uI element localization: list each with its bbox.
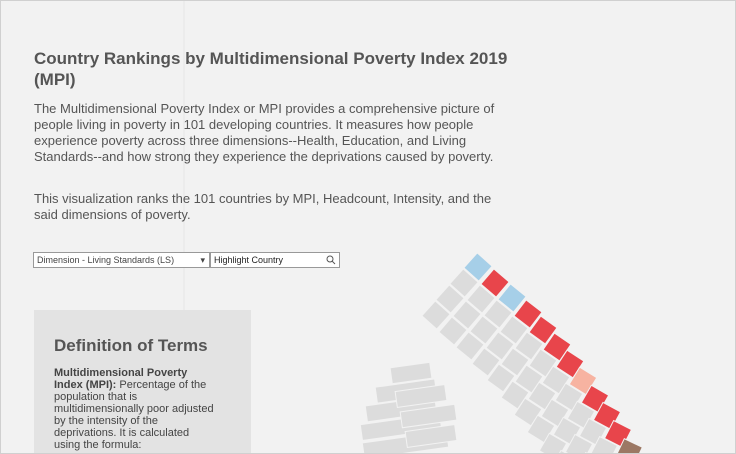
tile [499, 315, 529, 345]
definition-title: Definition of Terms [54, 336, 208, 355]
term-name: Multidimensional Poverty Index (MPI): [54, 367, 188, 391]
tile [389, 361, 433, 385]
tile [404, 424, 458, 448]
tile [615, 438, 643, 453]
search-icon [326, 255, 336, 265]
description: This visualization ranks the 101 countri… [34, 191, 492, 222]
definition-term: Multidimensional Poverty Index (MPI): Pe… [54, 367, 214, 451]
tile [435, 284, 465, 314]
dimension-dropdown[interactable]: Dimension - Living Standards (LS) [33, 252, 210, 268]
title: Country Rankings by Multidimensional Pov… [34, 49, 508, 89]
tile [514, 331, 544, 361]
tile [399, 403, 458, 429]
tile [485, 331, 515, 361]
description: The Multidimensional Poverty Index or MP… [34, 101, 495, 164]
tile [463, 252, 493, 282]
tile [438, 316, 468, 346]
search-placeholder: Highlight Country [214, 255, 284, 265]
tile [455, 331, 485, 361]
tile [466, 284, 496, 314]
tile [471, 347, 501, 377]
tile [528, 315, 558, 345]
tile [469, 315, 499, 345]
tile [483, 299, 513, 329]
tile [394, 384, 448, 408]
tile [513, 299, 543, 329]
term-text: Percentage of the population that is mul… [54, 379, 214, 451]
definition-panel [34, 310, 251, 453]
tile [421, 300, 451, 330]
tile [452, 300, 482, 330]
tile [500, 347, 530, 377]
tile [480, 268, 510, 298]
tile [449, 268, 479, 298]
highlight-search[interactable]: Highlight Country [210, 252, 340, 268]
tile [564, 433, 594, 453]
tile [589, 435, 619, 453]
tile [486, 363, 516, 393]
tile [497, 283, 527, 313]
